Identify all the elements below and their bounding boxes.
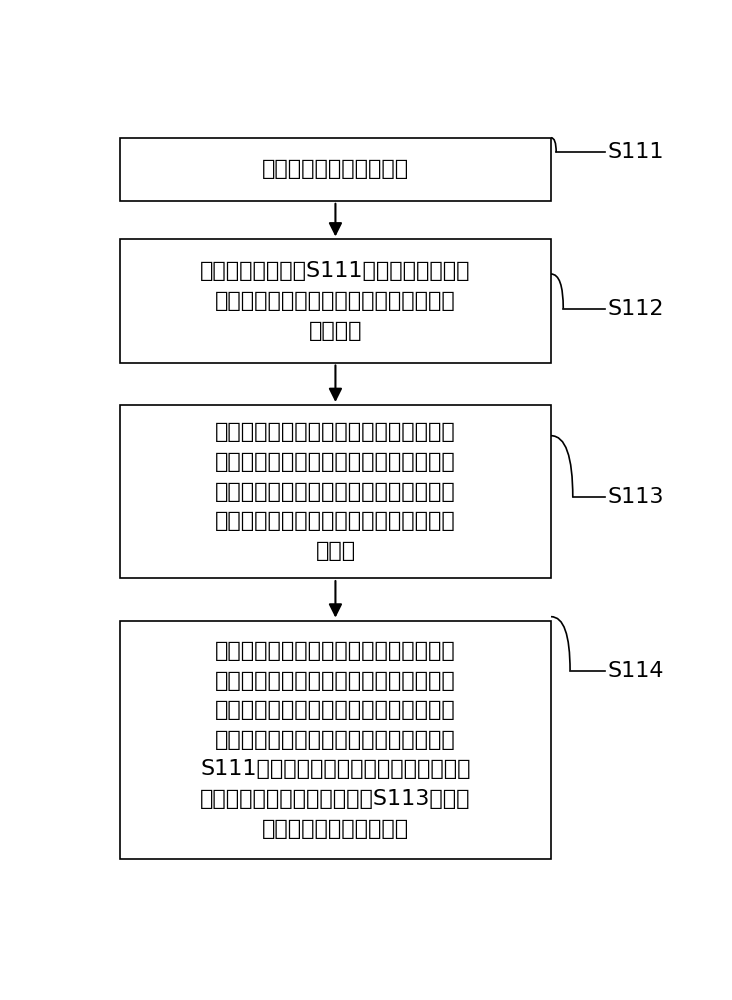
- Text: 取出所述类单晶硅锭和所述子籽晶，将未
与所述类单晶硅锭底部黏结且完好的所述
子籽晶重新铺设在所述坩埚的底部，并在
所述子籽晶的上方多层叠加铺设采用步骤
S111: 取出所述类单晶硅锭和所述子籽晶，将未 与所述类单晶硅锭底部黏结且完好的所述 子籽…: [200, 641, 471, 839]
- Bar: [120, 405, 551, 578]
- Text: 将籽晶切割成多层子籽晶: 将籽晶切割成多层子籽晶: [262, 159, 409, 179]
- Text: S113: S113: [608, 487, 664, 507]
- Text: S112: S112: [608, 299, 664, 319]
- Bar: [120, 620, 551, 859]
- Text: 提供坩埚，将步骤S111中得到的所述子籽
晶多层叠加铺设在所述坩埚的底部，以得
到籽晶层: 提供坩埚，将步骤S111中得到的所述子籽 晶多层叠加铺设在所述坩埚的底部，以得 …: [200, 261, 471, 341]
- Text: 在所述籽晶层的上方设置硅料，并控制所
述坩埚内的温度，以使得所述硅料开始熔
化，并在未熔化的所述籽晶层上继承所述
籽晶的晶向结构进行结晶生长，制得类单
晶硅锭: 在所述籽晶层的上方设置硅料，并控制所 述坩埚内的温度，以使得所述硅料开始熔 化，…: [215, 422, 456, 561]
- Text: S111: S111: [608, 142, 664, 162]
- Bar: [120, 239, 551, 363]
- Text: S114: S114: [608, 661, 664, 681]
- Bar: [120, 138, 551, 201]
